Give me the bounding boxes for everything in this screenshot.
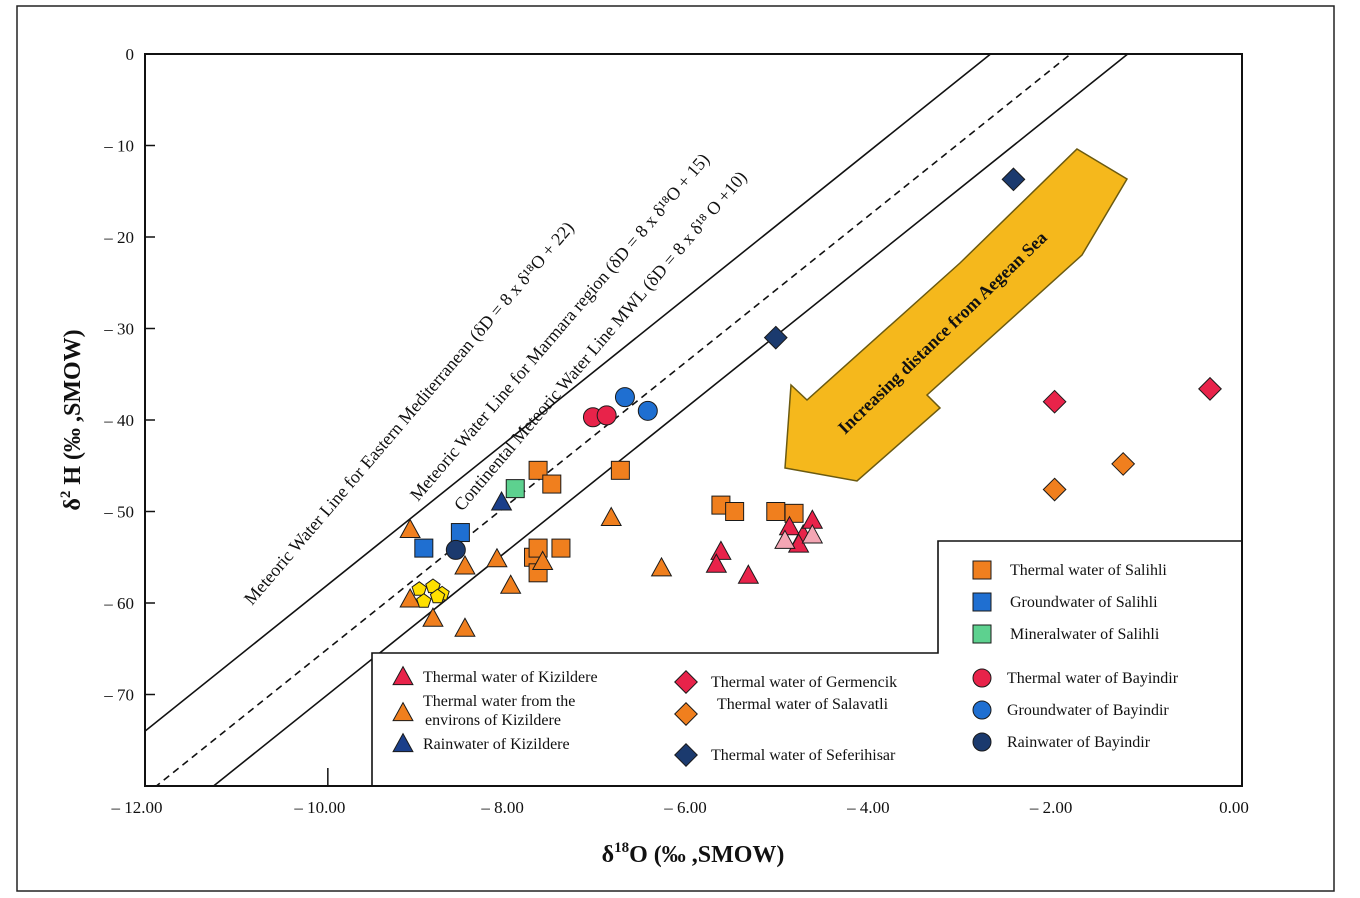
legend-label-col2-0: Thermal water of Germencik bbox=[711, 674, 897, 691]
legend-marker-col3-0 bbox=[972, 668, 992, 688]
data-point-s1-0 bbox=[414, 538, 434, 558]
data-point-s4-7 bbox=[399, 587, 421, 608]
legend-label-col1-2: Rainwater of Kizildere bbox=[423, 736, 570, 753]
data-point-s0-4 bbox=[725, 502, 745, 521]
data-point-s4-5 bbox=[650, 556, 673, 577]
legend-label-col3-2: Rainwater of Bayindir bbox=[1007, 734, 1151, 751]
data-point-s4-4 bbox=[600, 506, 622, 527]
data-point-s3-4 bbox=[710, 540, 732, 560]
outer-frame bbox=[16, 5, 1335, 892]
legend-marker-col2-2 bbox=[674, 743, 698, 767]
legend-marker-right_box-2 bbox=[972, 624, 992, 644]
distance-arrow: Increasing distance from Aegean Sea bbox=[784, 148, 1129, 482]
legend-label-right_box-2: Mineralwater of Salihli bbox=[1010, 626, 1160, 643]
data-point-s13-3 bbox=[416, 593, 432, 608]
legend-marker-col1-1 bbox=[392, 701, 414, 722]
data-point-s3-5 bbox=[705, 553, 728, 573]
legend-marker-col2-0 bbox=[674, 670, 698, 694]
data-point-s11-0 bbox=[614, 387, 635, 408]
line-label-continental-mwl: Continental Meteoric Water Line MWL (δD … bbox=[450, 167, 752, 515]
x-axis-title: δ18O (‰ ,SMOW) bbox=[602, 840, 785, 868]
reference-line-0 bbox=[145, 54, 992, 732]
legend-marker-col2-1 bbox=[674, 702, 698, 726]
reference-lines bbox=[145, 54, 1130, 786]
y-axis-ticks: 0 – 10 – 20 – 30 – 40 – 50 – 60 – 70 bbox=[103, 45, 155, 705]
data-point-s2-0 bbox=[505, 479, 525, 499]
data-point-s1-1 bbox=[450, 523, 470, 543]
y-tick-label-4: – 40 bbox=[103, 411, 134, 430]
data-point-s3-6 bbox=[737, 564, 760, 584]
legend: Thermal water of Salihli Groundwater of S… bbox=[371, 540, 1243, 787]
data-point-s7-1 bbox=[1198, 376, 1222, 401]
data-point-s13-0 bbox=[411, 581, 427, 596]
data-point-s12-0 bbox=[445, 539, 466, 560]
x-tick-label-1: – 10.00 bbox=[293, 798, 345, 817]
legend-marker-col1-0 bbox=[392, 665, 414, 686]
legend-label-col2-2: Thermal water of Seferihisar bbox=[711, 747, 896, 764]
data-point-s10-1 bbox=[596, 405, 617, 426]
x-tick-label-3: – 6.00 bbox=[663, 798, 707, 817]
legend-marker-col3-2 bbox=[972, 732, 992, 752]
data-point-s4-9 bbox=[454, 617, 476, 637]
data-point-s13-4 bbox=[429, 588, 446, 604]
data-point-s4-8 bbox=[422, 607, 444, 627]
y-tick-label-0: 0 bbox=[126, 45, 135, 64]
legend-marker-right_box-1 bbox=[972, 592, 992, 612]
legend-label-right_box-1: Groundwater of Salihli bbox=[1010, 594, 1158, 611]
data-point-s9-1 bbox=[763, 325, 788, 350]
data-point-s6-0 bbox=[490, 490, 513, 511]
data-point-s0-2 bbox=[610, 460, 630, 480]
legend-label-col1-1-line2: environs of Kizildere bbox=[425, 712, 561, 729]
legend-label-col2-1: Thermal water of Salavatli bbox=[717, 696, 889, 713]
data-point-s5-1 bbox=[801, 523, 824, 544]
legend-marker-col3-1 bbox=[972, 700, 992, 720]
x-tick-label-6: 0.00 bbox=[1219, 798, 1249, 817]
x-tick-label-2: – 8.00 bbox=[480, 798, 524, 817]
data-point-s7-0 bbox=[1042, 389, 1067, 414]
data-point-s11-1 bbox=[637, 400, 658, 421]
data-point-s4-1 bbox=[454, 555, 476, 575]
data-point-s4-6 bbox=[499, 574, 522, 594]
y-tick-label-1: – 10 bbox=[103, 137, 134, 156]
x-axis-ticks: – 12.00 – 10.00 – 8.00 – 6.00 – 4.00 – 2.00 0.… bbox=[111, 768, 1249, 817]
line-label-marmara: Meteoric Water Line for Marmara region (… bbox=[406, 149, 714, 505]
y-tick-label-5: – 50 bbox=[103, 503, 134, 522]
arrow-label: Increasing distance from Aegean Sea bbox=[834, 227, 1051, 438]
legend-label-col1-0: Thermal water of Kizildere bbox=[423, 669, 598, 686]
data-point-s4-2 bbox=[486, 547, 508, 568]
x-tick-label-0: – 12.00 bbox=[111, 798, 163, 817]
x-tick-label-4: – 4.00 bbox=[846, 798, 890, 817]
y-tick-label-6: – 60 bbox=[103, 594, 134, 613]
x-tick-label-5: – 2.00 bbox=[1029, 798, 1073, 817]
data-point-s0-5 bbox=[766, 502, 786, 521]
data-point-s4-0 bbox=[399, 518, 421, 538]
data-point-s0-10 bbox=[551, 538, 571, 558]
legend-label-col1-1: Thermal water from the bbox=[423, 693, 575, 710]
y-tick-label-2: – 20 bbox=[103, 228, 134, 247]
legend-label-col3-0: Thermal water of Bayindir bbox=[1007, 670, 1179, 687]
y-axis-title: δ2 H (‰ ,SMOW) bbox=[58, 329, 86, 510]
legend-marker-right_box-0 bbox=[972, 560, 992, 580]
data-points bbox=[399, 167, 1222, 637]
data-point-s0-1 bbox=[542, 474, 562, 494]
legend-marker-col1-2 bbox=[392, 732, 414, 753]
data-point-s5-0 bbox=[774, 529, 796, 549]
y-tick-label-7: – 70 bbox=[103, 686, 134, 705]
legend-label-right_box-0: Thermal water of Salihli bbox=[1010, 562, 1167, 579]
legend-label-col3-1: Groundwater of Bayindir bbox=[1007, 702, 1169, 719]
data-point-s4-3 bbox=[531, 550, 554, 570]
data-point-s9-0 bbox=[1001, 167, 1026, 192]
y-tick-label-3: – 30 bbox=[103, 320, 134, 339]
data-point-s8-1 bbox=[1111, 451, 1136, 476]
data-point-s8-0 bbox=[1042, 477, 1067, 502]
reference-line-2 bbox=[212, 54, 1130, 786]
reference-line-1 bbox=[155, 54, 1072, 786]
